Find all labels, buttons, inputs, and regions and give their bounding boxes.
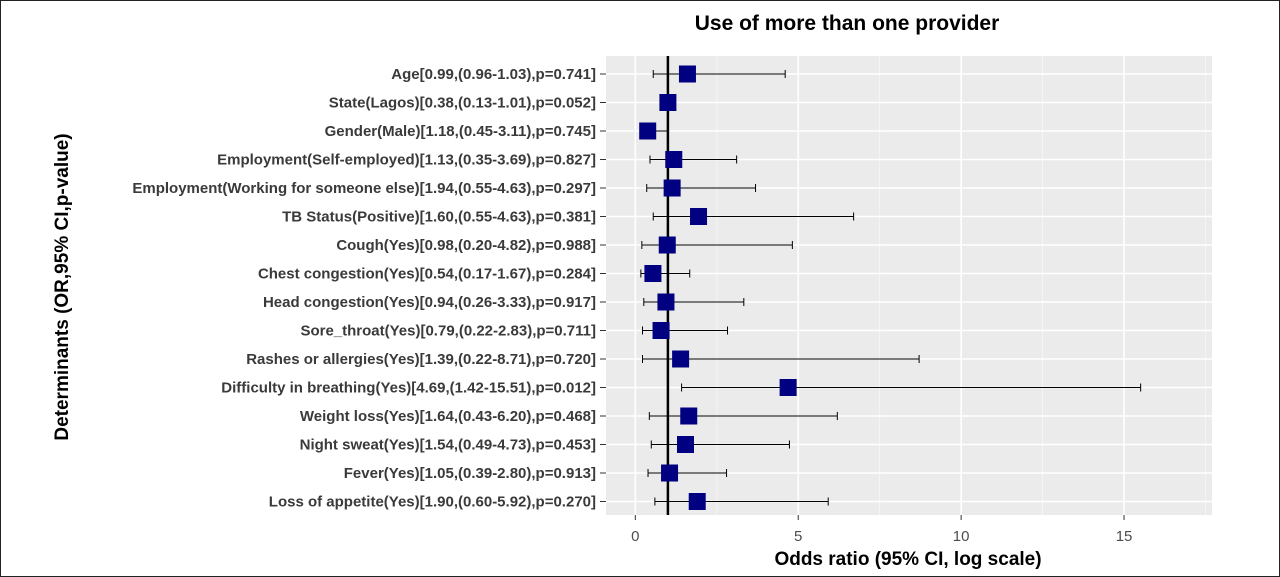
or-marker xyxy=(678,65,696,83)
x-tick-label: 0 xyxy=(631,528,639,545)
row-label: Chest congestion(Yes)[0.54,(0.17-1.67),p… xyxy=(258,266,596,283)
or-marker xyxy=(644,265,662,282)
forest-rows: Age[0.99,(0.96-1.03),p=0.741] State(Lagos… xyxy=(132,65,1142,511)
x-axis-title: Odds ratio (95% CI, log scale) xyxy=(774,549,1041,570)
or-marker xyxy=(676,436,694,453)
or-marker xyxy=(661,464,679,482)
row-label: Employment(Working for someone else)[1.9… xyxy=(132,180,596,197)
x-axis-ticks: 0 5 10 15 xyxy=(631,515,1132,545)
row-label: State(Lagos)[0.38,(0.13-1.01),p=0.052] xyxy=(329,95,596,112)
x-tick-label: 15 xyxy=(1116,528,1133,545)
row-label: Difficulty in breathing(Yes)[4.69,(1.42-… xyxy=(221,380,596,397)
y-axis-title: Determinants (OR,95% CI,p-value) xyxy=(52,133,73,440)
or-marker xyxy=(665,151,683,168)
or-marker xyxy=(639,122,657,140)
or-marker xyxy=(657,293,675,311)
or-marker xyxy=(652,322,670,339)
or-marker xyxy=(659,94,677,111)
row-label: Night sweat(Yes)[1.54,(0.49-4.73),p=0.45… xyxy=(300,437,596,454)
x-tick-label: 5 xyxy=(794,528,802,545)
plot-panel xyxy=(606,56,1212,515)
or-marker xyxy=(690,208,708,225)
x-tick-label: 10 xyxy=(953,528,970,545)
or-marker xyxy=(663,179,681,197)
chart-title: Use of more than one provider xyxy=(695,12,1000,35)
or-marker xyxy=(688,493,706,510)
row-label: TB Status(Positive)[1.60,(0.55-4.63),p=0… xyxy=(282,209,596,226)
row-label: Cough(Yes)[0.98,(0.20-4.82),p=0.988] xyxy=(336,237,596,254)
row-label: Gender(Male)[1.18,(0.45-3.11),p=0.745] xyxy=(325,123,596,140)
or-marker xyxy=(779,379,797,396)
row-label: Age[0.99,(0.96-1.03),p=0.741] xyxy=(391,66,596,83)
row-label: Rashes or allergies(Yes)[1.39,(0.22-8.71… xyxy=(246,351,596,368)
row-label: Weight loss(Yes)[1.64,(0.43-6.20),p=0.46… xyxy=(300,408,596,425)
or-marker xyxy=(672,350,690,368)
or-marker xyxy=(658,236,676,254)
or-marker xyxy=(680,407,698,425)
row-label: Employment(Self-employed)[1.13,(0.35-3.6… xyxy=(217,152,596,169)
row-label: Head congestion(Yes)[0.94,(0.26-3.33),p=… xyxy=(263,294,596,311)
row-label: Loss of appetite(Yes)[1.90,(0.60-5.92),p… xyxy=(269,494,596,511)
row-label: Sore_throat(Yes)[0.79,(0.22-2.83),p=0.71… xyxy=(300,323,596,340)
row-label: Fever(Yes)[1.05,(0.39-2.80),p=0.913] xyxy=(344,465,596,482)
